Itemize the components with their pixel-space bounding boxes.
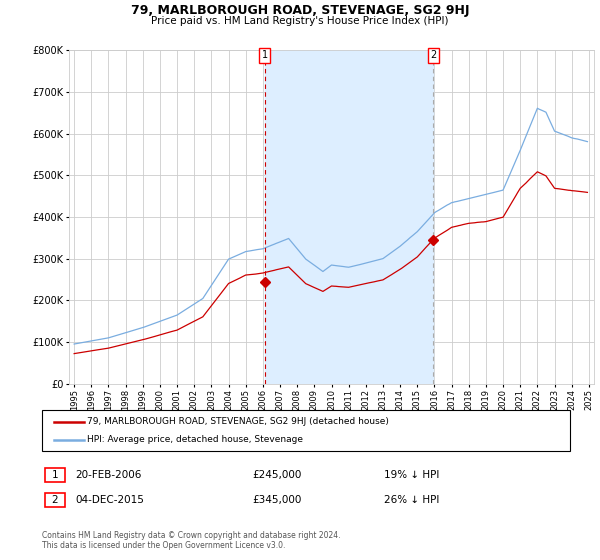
Text: 04-DEC-2015: 04-DEC-2015: [76, 495, 145, 505]
Text: Contains HM Land Registry data © Crown copyright and database right 2024.
This d: Contains HM Land Registry data © Crown c…: [42, 530, 341, 550]
Text: 2: 2: [52, 495, 58, 505]
Text: 79, MARLBOROUGH ROAD, STEVENAGE, SG2 9HJ: 79, MARLBOROUGH ROAD, STEVENAGE, SG2 9HJ: [131, 4, 469, 17]
Text: £245,000: £245,000: [252, 470, 301, 480]
Text: 19% ↓ HPI: 19% ↓ HPI: [384, 470, 439, 480]
Text: 26% ↓ HPI: 26% ↓ HPI: [384, 495, 439, 505]
Text: 1: 1: [262, 50, 268, 60]
Text: 79, MARLBOROUGH ROAD, STEVENAGE, SG2 9HJ (detached house): 79, MARLBOROUGH ROAD, STEVENAGE, SG2 9HJ…: [87, 417, 389, 426]
Text: £345,000: £345,000: [252, 495, 301, 505]
Text: 1: 1: [52, 470, 58, 480]
Text: Price paid vs. HM Land Registry's House Price Index (HPI): Price paid vs. HM Land Registry's House …: [151, 16, 449, 26]
Text: HPI: Average price, detached house, Stevenage: HPI: Average price, detached house, Stev…: [87, 435, 303, 444]
Text: 20-FEB-2006: 20-FEB-2006: [76, 470, 142, 480]
Text: 2: 2: [430, 50, 436, 60]
Bar: [265, 50, 433, 384]
